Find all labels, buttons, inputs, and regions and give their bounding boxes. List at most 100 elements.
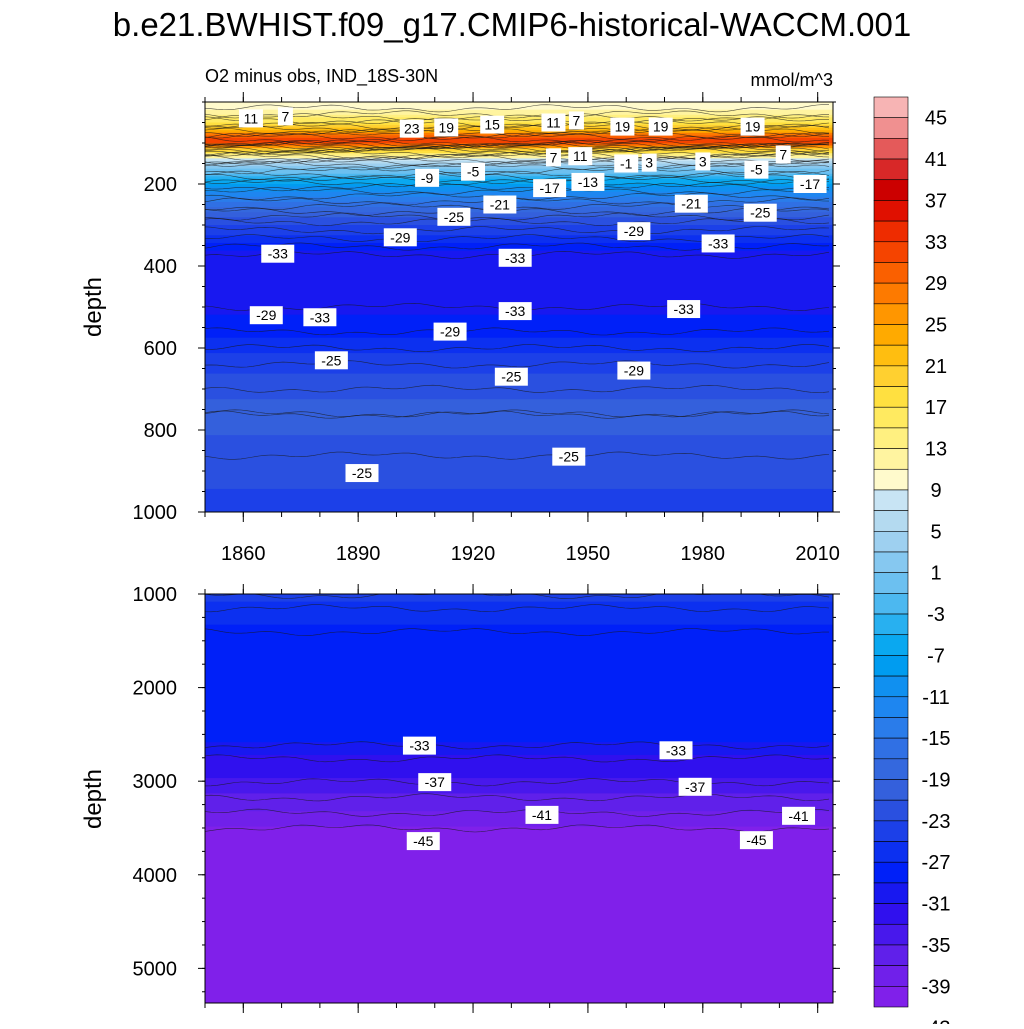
colorbar-label: 5 (930, 521, 941, 543)
svg-text:19: 19 (745, 119, 761, 135)
field-band (205, 476, 833, 480)
svg-text:-33: -33 (409, 738, 429, 754)
field-band (205, 931, 833, 935)
field-band (205, 762, 833, 767)
field-band (205, 634, 833, 639)
field-band (205, 632, 833, 636)
colorbar-box (873, 613, 909, 636)
field-band (205, 849, 833, 853)
field-band (205, 299, 833, 303)
field-band (205, 178, 833, 183)
field-band (205, 801, 833, 805)
colorbar-box (873, 758, 909, 780)
colorbar: 45 41 37 33 29 25 21 17 13 9 5 1 -3 -7 -11 -15 -19 -23 -27… (873, 96, 951, 1029)
field-band (205, 867, 833, 871)
field-band (205, 706, 833, 710)
field-band (205, 322, 833, 326)
x-tick-label: 1980 (681, 543, 726, 565)
contour-line (205, 116, 829, 125)
svg-text:-17: -17 (800, 176, 820, 192)
field-band (205, 204, 833, 208)
colorbar-box (873, 386, 909, 408)
field-band (205, 483, 833, 488)
contour-label: 11 (541, 113, 566, 132)
colorbar-label: 17 (925, 397, 947, 419)
contour-label: -25 (743, 203, 777, 222)
colorbar-box (873, 572, 909, 594)
colorbar-box (873, 220, 909, 243)
field-band (205, 652, 833, 657)
contour-label: -29 (617, 222, 651, 241)
field-band (205, 281, 833, 285)
contour-label: -37 (418, 773, 452, 792)
field-band (205, 509, 833, 512)
field-band (205, 450, 833, 454)
field-band (205, 324, 833, 329)
colorbar-box (873, 965, 909, 987)
field-band (205, 427, 833, 431)
field-band (205, 168, 833, 172)
contour-line (205, 179, 830, 188)
field-band (205, 926, 833, 930)
svg-text:-41: -41 (788, 808, 808, 824)
field-band (205, 358, 833, 362)
field-band (205, 389, 833, 393)
colorbar-box (873, 696, 909, 718)
colorbar-label: -7 (927, 645, 945, 667)
contour-label: 3 (641, 153, 657, 172)
field-band (205, 811, 833, 815)
field-band (205, 691, 833, 695)
colorbar-label: -27 (922, 852, 951, 874)
field-band (205, 189, 833, 193)
contour-line (205, 113, 830, 122)
field-band (205, 365, 833, 370)
field-band (205, 880, 833, 884)
field-band (205, 468, 833, 472)
colorbar-label: 45 (925, 108, 947, 130)
colorbar-label: 29 (925, 273, 947, 295)
field-band (205, 117, 833, 121)
field-band (205, 278, 833, 283)
colorbar-label: -15 (922, 728, 951, 750)
contour-label: -25 (314, 351, 348, 370)
colorbar-label: 25 (925, 315, 947, 337)
field-band (205, 696, 833, 700)
colorbar-box (873, 468, 909, 491)
x-tick-label: 2010 (795, 543, 840, 565)
svg-text:-37: -37 (425, 774, 445, 790)
svg-text:-29: -29 (440, 324, 460, 340)
field-band (205, 760, 833, 764)
field-band (205, 944, 833, 948)
colorbar-box (873, 841, 909, 863)
field-band (205, 887, 833, 892)
colorbar-box (873, 737, 909, 760)
field-band (205, 471, 833, 475)
svg-text:-25: -25 (444, 209, 464, 225)
field-band (205, 453, 833, 457)
contour-line (205, 132, 830, 141)
field-band (205, 289, 833, 293)
svg-text:-21: -21 (681, 196, 701, 212)
field-band (205, 900, 833, 905)
field-band (205, 114, 833, 119)
contour-label: -33 (303, 308, 337, 327)
field-band (205, 780, 833, 784)
svg-text:-29: -29 (624, 223, 644, 239)
field-band (205, 711, 833, 715)
field-band (205, 419, 833, 424)
colorbar-box (873, 96, 909, 118)
field-band (205, 273, 833, 278)
field-band (205, 207, 833, 211)
contour-label: -5 (744, 160, 769, 179)
colorbar-box (873, 138, 909, 160)
svg-text:-33: -33 (505, 303, 525, 319)
field-band (205, 271, 833, 275)
field-band (205, 686, 833, 690)
colorbar-box (873, 200, 909, 222)
field-band (205, 596, 833, 600)
contour-label: 23 (399, 119, 424, 138)
colorbar-box (873, 593, 909, 615)
field-band (205, 742, 833, 746)
field-band (205, 268, 833, 272)
colorbar-box (873, 262, 909, 284)
